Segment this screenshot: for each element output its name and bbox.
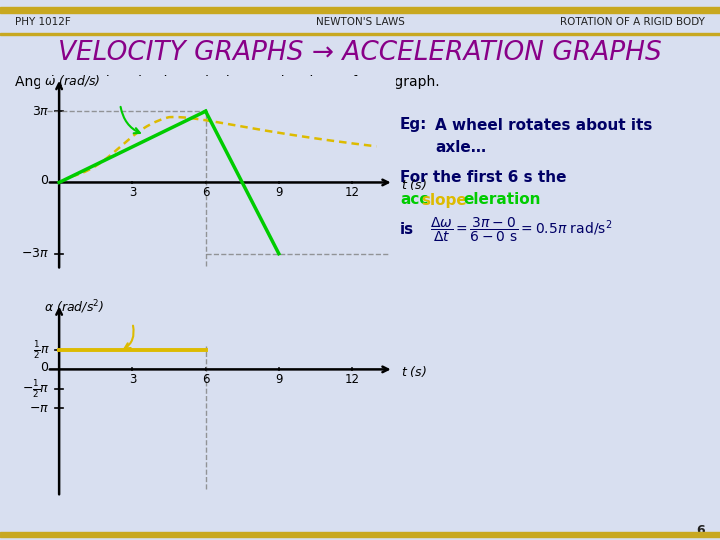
Text: $0$: $0$ [40,174,50,187]
Text: -vs-: -vs- [358,75,387,89]
Text: $-3\pi$: $-3\pi$ [22,247,50,260]
Text: VELOCITY GRAPHS → ACCELERATION GRAPHS: VELOCITY GRAPHS → ACCELERATION GRAPHS [58,40,662,66]
Text: PHY 1012F: PHY 1012F [15,17,71,27]
Text: $\dfrac{\Delta\omega}{\Delta t} = \dfrac{3\pi - 0}{6 - 0\ \mathrm{s}} = 0.5\pi\ : $\dfrac{\Delta\omega}{\Delta t} = \dfrac… [430,216,612,244]
Text: axle…: axle… [435,139,486,154]
Text: is: is [400,222,414,238]
Text: 12: 12 [345,373,359,386]
Bar [0,33,720,35]
Text: 3: 3 [129,186,136,199]
Text: ω: ω [348,75,360,89]
Text: 9: 9 [275,186,282,199]
Text: Angular acceleration is equivalent to the slope of a: Angular acceleration is equivalent to th… [15,75,374,89]
Text: Eg:: Eg: [400,118,428,132]
Text: $-\pi$: $-\pi$ [30,402,50,415]
Text: NEWTON'S LAWS: NEWTON'S LAWS [315,17,405,27]
Text: $-\frac{1}{2}\pi$: $-\frac{1}{2}\pi$ [22,378,50,400]
Text: 3: 3 [129,373,136,386]
Text: acc: acc [400,192,428,207]
Text: slope: slope [421,192,467,207]
Text: $\alpha$ (rad/s$^2$): $\alpha$ (rad/s$^2$) [45,299,104,316]
Text: A wheel rotates about its: A wheel rotates about its [435,118,652,132]
Text: For the first 6 s the: For the first 6 s the [400,171,567,186]
Text: graph.: graph. [390,75,440,89]
Bar [0,532,720,537]
Text: t: t [382,75,389,89]
Text: 6: 6 [202,373,210,386]
Text: 6: 6 [202,186,210,199]
Text: $t$ (s): $t$ (s) [401,177,427,192]
Text: ROTATION OF A RIGID BODY: ROTATION OF A RIGID BODY [560,17,705,27]
Text: eleration: eleration [463,192,541,207]
Text: 9: 9 [275,373,282,386]
Text: $t$ (s): $t$ (s) [401,364,427,380]
Text: 6: 6 [696,524,705,537]
Text: $\frac{1}{2}\pi$: $\frac{1}{2}\pi$ [32,339,50,361]
Text: $\omega$ (rad/s): $\omega$ (rad/s) [45,73,101,88]
Text: $3\pi$: $3\pi$ [32,105,50,118]
Text: $0$: $0$ [40,361,50,374]
Text: 12: 12 [345,186,359,199]
Bar [0,7,720,13]
